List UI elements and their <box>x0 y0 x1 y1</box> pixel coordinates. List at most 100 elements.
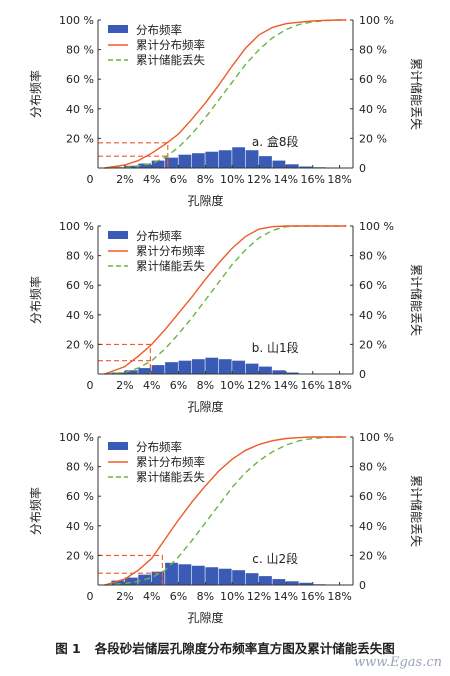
caption-text: 各段砂岩储层孔隙度分布频率直方图及累计储能丢失图 <box>94 641 395 656</box>
y-axis-title-right: 累计储能丢失 <box>409 475 424 547</box>
y-tick-label-right: 40 % <box>359 309 387 322</box>
figure-number: 图 1 <box>55 641 81 656</box>
y-tick-label-right: 40 % <box>359 520 387 533</box>
y-tick-label-left: 60 % <box>66 490 94 503</box>
legend-label-cumulative: 累计分布频率 <box>136 38 205 52</box>
x-tick-label: 6% <box>170 173 187 186</box>
histogram-bar <box>299 582 313 585</box>
y-tick-label-right: 60 % <box>359 490 387 503</box>
histogram-bar <box>151 571 165 585</box>
legend-label-energy-loss: 累计储能丢失 <box>136 259 205 273</box>
histogram-bar <box>245 573 259 585</box>
histogram-bar <box>259 156 272 168</box>
histogram-bar <box>124 165 138 168</box>
x-tick-label: 4% <box>143 590 160 603</box>
y-tick-label-right: 80 % <box>359 250 387 263</box>
x-tick-label: 4% <box>143 379 160 392</box>
x-tick-label: 12% <box>247 173 271 186</box>
histogram-bar <box>218 150 232 168</box>
histogram-bar <box>232 147 246 168</box>
histogram-bar <box>232 570 246 585</box>
histogram-bar <box>205 357 219 374</box>
legend-label-energy-loss: 累计储能丢失 <box>136 53 205 67</box>
y-tick-label-right: 80 % <box>359 44 387 57</box>
x-tick-label: 2% <box>116 173 133 186</box>
y-tick-label-right: 80 % <box>359 461 387 474</box>
histogram-bar <box>272 579 286 585</box>
y-axis-title-left: 分布频率 <box>28 70 43 118</box>
y-tick-label-left: 20 % <box>66 549 94 562</box>
y-tick-label-right: 0 <box>359 162 366 175</box>
x-tick-label: 12% <box>247 379 271 392</box>
y-tick-label-left: 80 % <box>66 461 94 474</box>
histogram-bar <box>272 160 286 168</box>
histogram-bar <box>285 581 299 585</box>
y-tick-label-right: 100 % <box>359 431 394 444</box>
legend-swatch-histogram <box>108 231 128 239</box>
x-tick-label: 6% <box>170 590 187 603</box>
x-axis-title: 孔隙度 <box>187 193 223 208</box>
y-tick-label-right: 20 % <box>359 132 387 145</box>
energy-loss-line <box>104 225 347 375</box>
x-origin-label: 0 <box>87 379 94 392</box>
x-origin-label: 0 <box>87 590 94 603</box>
histogram-bar <box>218 568 232 585</box>
y-tick-label-right: 20 % <box>359 549 387 562</box>
cumulative-line <box>104 19 347 169</box>
histogram-bar <box>178 154 192 168</box>
histogram-bar <box>191 565 205 585</box>
x-tick-label: 8% <box>197 379 214 392</box>
y-tick-label-right: 100 % <box>359 14 394 27</box>
histogram-bar <box>245 150 259 168</box>
x-tick-label: 2% <box>116 379 133 392</box>
y-tick-label-right: 60 % <box>359 73 387 86</box>
x-tick-label: 16% <box>301 173 325 186</box>
y-tick-label-right: 20 % <box>359 338 387 351</box>
y-tick-label-left: 80 % <box>66 250 94 263</box>
y-tick-label-left: 100 % <box>59 431 94 444</box>
y-tick-label-left: 40 % <box>66 309 94 322</box>
legend-label-histogram: 分布频率 <box>136 229 182 243</box>
y-tick-label-right: 0 <box>359 368 366 381</box>
histogram-bar <box>151 365 165 374</box>
histogram-bar <box>259 576 272 585</box>
x-tick-label: 2% <box>116 590 133 603</box>
histogram-bar <box>272 370 286 374</box>
panel-annotation: a. 盒8段 <box>252 134 299 149</box>
y-tick-label-right: 60 % <box>359 279 387 292</box>
guide-line <box>98 572 163 585</box>
histogram-bar <box>259 366 272 374</box>
histogram-bar <box>165 157 178 168</box>
x-tick-label: 8% <box>197 590 214 603</box>
x-tick-label: 18% <box>327 590 351 603</box>
panel-annotation: c. 山2段 <box>252 551 298 566</box>
x-tick-label: 12% <box>247 590 271 603</box>
x-tick-label: 16% <box>301 379 325 392</box>
x-tick-label: 16% <box>301 590 325 603</box>
cumulative-line <box>104 225 347 375</box>
legend-swatch-histogram <box>108 25 128 33</box>
y-tick-label-left: 40 % <box>66 103 94 116</box>
histogram-bar <box>205 567 219 585</box>
energy-loss-line <box>104 19 347 169</box>
histogram-bar <box>165 362 178 374</box>
y-tick-label-left: 100 % <box>59 220 94 233</box>
x-tick-label: 10% <box>220 173 244 186</box>
legend-label-cumulative: 累计分布频率 <box>136 244 205 258</box>
figure-caption: 图 1 各段砂岩储层孔隙度分布频率直方图及累计储能丢失图 <box>0 638 450 657</box>
y-tick-label-left: 60 % <box>66 73 94 86</box>
x-tick-label: 14% <box>274 590 298 603</box>
y-tick-label-left: 60 % <box>66 279 94 292</box>
y-axis-title-right: 累计储能丢失 <box>409 264 424 336</box>
watermark: www.Egas.cn <box>354 655 442 670</box>
guide-line <box>98 360 151 374</box>
histogram-bar <box>285 372 299 374</box>
histogram-bar <box>124 577 138 585</box>
x-tick-label: 8% <box>197 173 214 186</box>
y-tick-label-left: 40 % <box>66 520 94 533</box>
y-tick-label-left: 20 % <box>66 338 94 351</box>
y-tick-label-left: 20 % <box>66 132 94 145</box>
y-tick-label-left: 80 % <box>66 44 94 57</box>
x-tick-label: 4% <box>143 173 160 186</box>
x-tick-label: 18% <box>327 173 351 186</box>
